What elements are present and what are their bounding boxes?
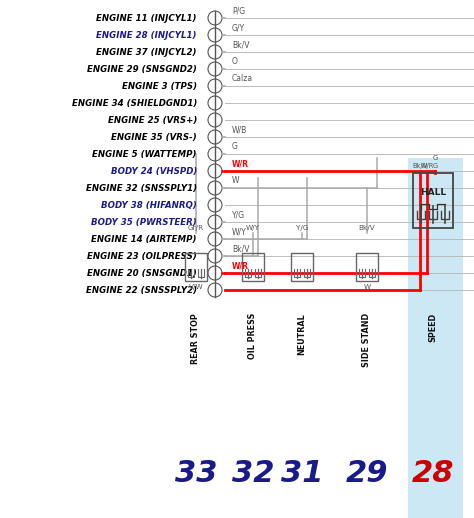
Text: ENGINE 25 (VRS+): ENGINE 25 (VRS+) [108, 116, 197, 124]
Text: ENGINE 29 (SNSGND2): ENGINE 29 (SNSGND2) [87, 65, 197, 74]
Text: Bk/V: Bk/V [232, 40, 249, 49]
Text: ENGINE 34 (SHIELDGND1): ENGINE 34 (SHIELDGND1) [72, 98, 197, 108]
Text: W: W [232, 176, 239, 185]
Text: Y/G: Y/G [296, 225, 308, 231]
Text: Y/G: Y/G [232, 210, 245, 219]
Text: ENGINE 28 (INJCYL1): ENGINE 28 (INJCYL1) [97, 31, 197, 39]
Text: Bk/V: Bk/V [359, 225, 375, 231]
Text: W/R: W/R [232, 261, 249, 270]
Bar [185, 253, 207, 281]
Text: BODY 35 (PWRSTEER): BODY 35 (PWRSTEER) [91, 218, 197, 226]
Text: 32: 32 [232, 458, 274, 487]
Text: Bk/V: Bk/V [232, 244, 249, 253]
Text: O: O [232, 57, 238, 66]
Text: Gr/R: Gr/R [188, 225, 204, 231]
Text: Bk/V: Bk/V [412, 163, 428, 169]
Text: G/Y: G/Y [232, 23, 245, 32]
Text: SIDE STAND: SIDE STAND [363, 313, 372, 367]
Text: ENGINE 5 (WATTEMP): ENGINE 5 (WATTEMP) [92, 150, 197, 159]
Text: SPEED: SPEED [428, 313, 438, 342]
Text: W/Y: W/Y [246, 225, 260, 231]
Text: 28: 28 [412, 458, 454, 487]
Text: ENGINE 32 (SNSSPLY1): ENGINE 32 (SNSSPLY1) [86, 183, 197, 193]
Text: Calza: Calza [232, 74, 253, 83]
Text: ENGINE 22 (SNSSPLY2): ENGINE 22 (SNSSPLY2) [86, 285, 197, 295]
Text: BODY 24 (VHSPD): BODY 24 (VHSPD) [110, 166, 197, 176]
Bar [413, 173, 453, 228]
Text: V/W: V/W [189, 284, 203, 290]
Bar [242, 253, 264, 281]
Text: W/B: W/B [232, 125, 247, 134]
Bar [291, 253, 313, 281]
Text: HALL: HALL [420, 188, 446, 197]
Text: ENGINE 20 (SNSGND1): ENGINE 20 (SNSGND1) [87, 268, 197, 278]
Text: 33: 33 [175, 458, 217, 487]
Text: ENGINE 37 (INJCYL2): ENGINE 37 (INJCYL2) [97, 48, 197, 56]
Text: REAR STOP: REAR STOP [191, 313, 201, 364]
Text: BODY 38 (HIFANRQ): BODY 38 (HIFANRQ) [101, 200, 197, 209]
Text: G: G [432, 155, 438, 161]
Text: OIL PRESS: OIL PRESS [248, 313, 257, 359]
Text: W/Y: W/Y [232, 227, 247, 236]
Bar [408, 158, 463, 518]
Text: ENGINE 14 (AIRTEMP): ENGINE 14 (AIRTEMP) [91, 235, 197, 243]
Text: ENGINE 35 (VRS-): ENGINE 35 (VRS-) [111, 133, 197, 141]
Text: G: G [232, 142, 238, 151]
Text: NEUTRAL: NEUTRAL [298, 313, 307, 355]
Text: 31: 31 [281, 458, 323, 487]
Text: P/G: P/G [232, 6, 245, 15]
Text: ENGINE 3 (TPS): ENGINE 3 (TPS) [122, 81, 197, 91]
Text: W/R: W/R [420, 163, 434, 169]
Text: ENGINE 11 (INJCYL1): ENGINE 11 (INJCYL1) [97, 13, 197, 22]
Text: G: G [432, 163, 438, 169]
Bar [356, 253, 378, 281]
Text: ENGINE 23 (OILPRESS): ENGINE 23 (OILPRESS) [87, 252, 197, 261]
Text: W: W [364, 284, 371, 290]
Text: 29: 29 [346, 458, 388, 487]
Text: W/R: W/R [232, 159, 249, 168]
